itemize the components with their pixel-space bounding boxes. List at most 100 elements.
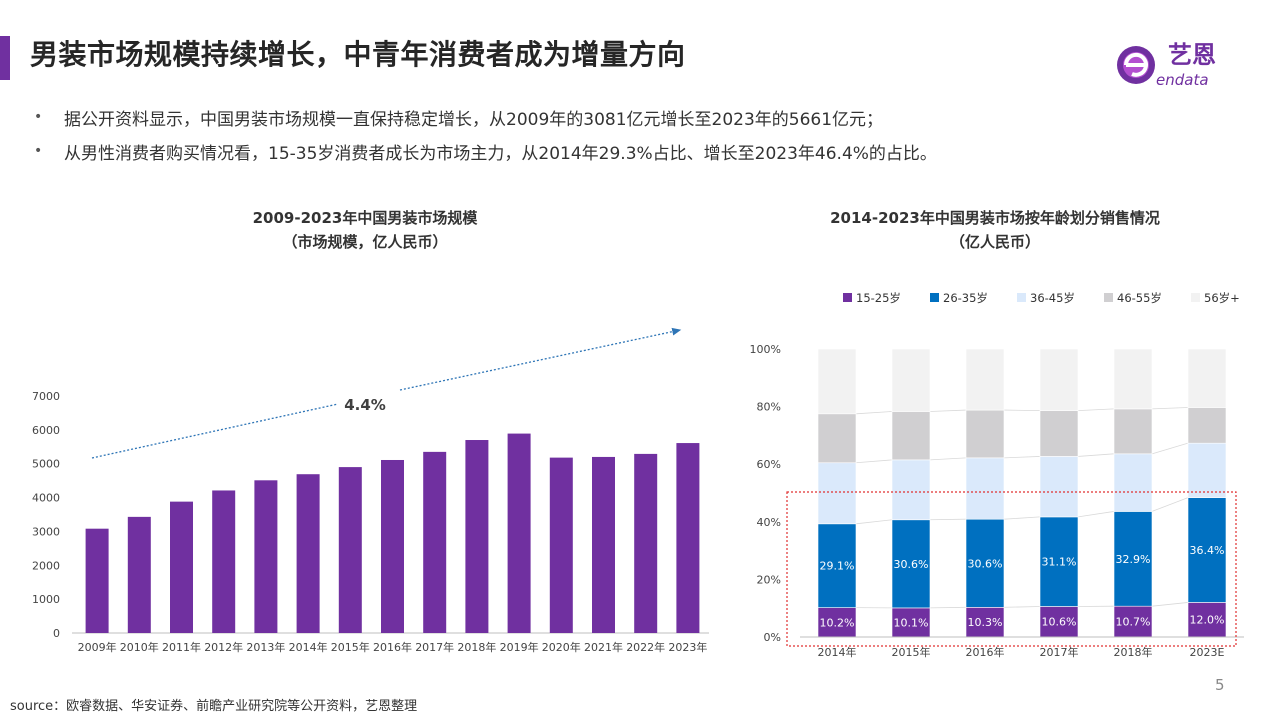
legend-label: 56岁+	[1204, 291, 1240, 305]
market-size-bar	[592, 456, 615, 633]
stacked-bar-segment	[1039, 410, 1079, 457]
stacked-bar-segment	[965, 348, 1005, 411]
y-tick-label: 1000	[32, 593, 60, 606]
x-tick-label: 2014年	[289, 640, 328, 654]
series-connector-line	[1151, 442, 1189, 455]
segment-value-label: 10.6%	[1042, 616, 1077, 629]
market-size-chart-title: 2009-2023年中国男装市场规模 （市场规模，亿人民币）	[165, 206, 565, 254]
stacked-bar-segment	[1039, 516, 1079, 607]
stacked-bar-segment	[817, 348, 857, 415]
chart-title-line: 2014-2023年中国男装市场按年龄划分销售情况	[830, 209, 1160, 227]
x-tick-label: 2023E	[1190, 646, 1225, 659]
market-size-bar	[423, 451, 447, 633]
stacked-bar-segment	[817, 523, 857, 608]
market-size-bar	[634, 453, 658, 633]
x-tick-label: 2016年	[373, 640, 412, 654]
segment-value-label: 36.4%	[1190, 544, 1225, 557]
segment-value-label: 10.1%	[894, 616, 929, 629]
chart-subtitle-line: （亿人民币）	[949, 233, 1040, 251]
trend-line-left	[91, 403, 339, 459]
logo-cn-text: 艺恩	[1168, 41, 1216, 69]
legend-label: 15-25岁	[856, 291, 901, 305]
market-size-bar	[127, 516, 151, 633]
series-connector-line	[929, 606, 967, 609]
highlight-box	[786, 491, 1237, 647]
bullet-text: 从男性消费者购买情况看，15-35岁消费者成长为市场主力，从2014年29.3%…	[64, 143, 937, 164]
series-connector-line	[1151, 602, 1189, 607]
y-tick-label: 20%	[757, 573, 781, 586]
y-tick-label: 100%	[750, 343, 781, 356]
x-tick-label: 2016年	[966, 645, 1005, 659]
y-tick-label: 2000	[32, 559, 60, 572]
market-size-bar	[549, 457, 573, 633]
y-tick-label: 3000	[32, 525, 60, 538]
y-tick-label: 4000	[32, 492, 60, 505]
bullet-item: • 据公开资料显示，中国男装市场规模一直保持稳定增长，从2009年的3081亿元…	[34, 100, 937, 134]
market-size-bar	[212, 490, 236, 633]
y-tick-label: 0	[53, 627, 60, 640]
y-tick-label: 60%	[757, 458, 781, 471]
x-tick-label: 2011年	[162, 640, 201, 654]
x-tick-label: 2012年	[204, 640, 243, 654]
market-size-bar	[381, 459, 404, 633]
page-title: 男装市场规模持续增长，中青年消费者成为增量方向	[30, 38, 686, 71]
segment-value-label: 10.2%	[820, 616, 855, 629]
legend-label: 46-55岁	[1117, 291, 1162, 305]
x-tick-label: 2019年	[500, 640, 539, 654]
chart-subtitle-line: （市场规模，亿人民币）	[282, 233, 448, 251]
stacked-bar-segment	[817, 462, 857, 525]
series-connector-line	[1077, 408, 1115, 412]
series-connector-line	[1077, 453, 1115, 457]
stacked-bar-segment	[1187, 442, 1227, 498]
stacked-bar-segment	[891, 348, 931, 412]
stacked-bar-segment	[1187, 407, 1227, 444]
series-connector-line	[1077, 511, 1115, 518]
legend-swatch	[843, 293, 852, 302]
x-tick-label: 2018年	[457, 640, 496, 654]
series-connector-line	[1003, 516, 1041, 520]
market-size-bar	[676, 443, 700, 633]
legend-swatch	[1017, 293, 1026, 302]
market-size-bar	[338, 467, 362, 633]
x-tick-label: 2020年	[542, 640, 581, 654]
x-tick-label: 2015年	[331, 640, 370, 654]
x-tick-label: 2010年	[120, 640, 159, 654]
series-connector-line	[929, 457, 967, 461]
x-tick-label: 2018年	[1114, 645, 1153, 659]
segment-value-label: 31.1%	[1042, 556, 1077, 569]
stacked-bar-segment	[1113, 408, 1153, 455]
stacked-bar-segment	[817, 413, 857, 464]
segment-value-label: 10.3%	[968, 616, 1003, 629]
stacked-bar-segment	[965, 457, 1005, 520]
y-tick-label: 7000	[32, 390, 60, 403]
x-tick-label: 2022年	[626, 640, 665, 654]
stacked-bar-segment	[1113, 348, 1153, 410]
stacked-bar-segment	[891, 519, 931, 609]
bullet-item: • 从男性消费者购买情况看，15-35岁消费者成长为市场主力，从2014年29.…	[34, 134, 937, 168]
cagr-annotation: 4.4%	[344, 396, 386, 414]
stacked-bar-segment	[1187, 348, 1227, 408]
bullet-list: • 据公开资料显示，中国男装市场规模一直保持稳定增长，从2009年的3081亿元…	[34, 100, 937, 168]
series-connector-line	[1151, 407, 1189, 410]
market-size-bar	[465, 440, 489, 633]
stacked-bar-segment	[1039, 348, 1079, 411]
market-size-bar	[170, 501, 193, 633]
stacked-bar-segment	[965, 409, 1005, 459]
x-tick-label: 2009年	[78, 640, 117, 654]
y-tick-label: 0%	[764, 631, 781, 644]
x-tick-label: 2017年	[415, 640, 454, 654]
stacked-bar-segment	[1187, 497, 1227, 603]
page-number: 5	[1215, 676, 1225, 694]
series-connector-line	[1003, 456, 1041, 459]
stacked-bar-segment	[965, 607, 1005, 638]
y-tick-label: 40%	[757, 516, 781, 529]
segment-value-label: 32.9%	[1116, 553, 1151, 566]
legend-swatch	[930, 293, 939, 302]
market-size-bar	[85, 528, 109, 633]
market-size-bar	[254, 480, 278, 633]
segment-value-label: 29.1%	[820, 560, 855, 573]
legend-label: 36-45岁	[1030, 291, 1075, 305]
x-tick-label: 2013年	[246, 640, 285, 654]
series-connector-line	[1003, 409, 1041, 412]
